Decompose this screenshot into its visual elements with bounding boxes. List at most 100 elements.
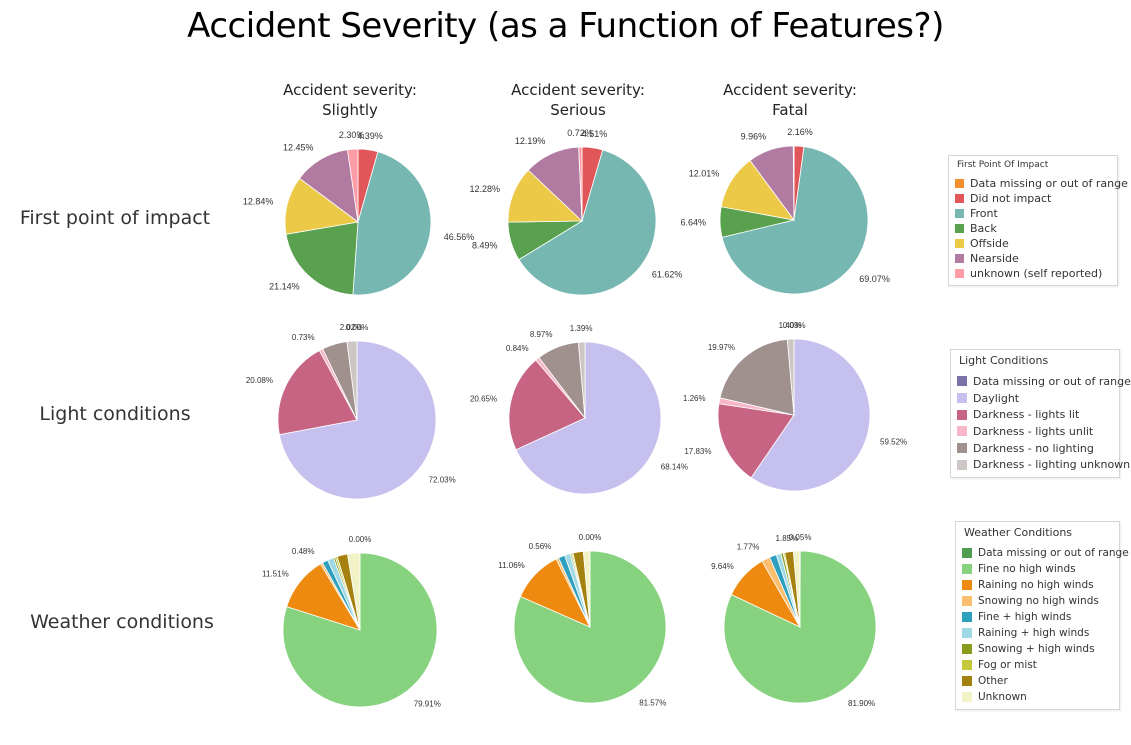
- pie-data-label: 20.65%: [470, 395, 497, 404]
- legend-item: Darkness - lights unlit: [957, 423, 1113, 440]
- legend-title: First Point Of Impact: [949, 156, 1117, 174]
- legend-item: Back: [955, 221, 1111, 236]
- legend-label: Data missing or out of range: [973, 375, 1131, 388]
- pie-data-label: 12.28%: [469, 184, 500, 194]
- pie-data-label: 11.51%: [262, 570, 289, 579]
- legend-item: Daylight: [957, 390, 1113, 407]
- legend-item: Raining + high winds: [962, 625, 1113, 641]
- legend-swatch: [962, 548, 972, 558]
- pie-data-label: 81.57%: [639, 698, 666, 707]
- legend-label: Back: [970, 222, 997, 235]
- legend-swatch: [955, 269, 964, 278]
- legend-swatch: [962, 644, 972, 654]
- pie-data-label: 21.14%: [269, 282, 300, 292]
- legend-label: Did not impact: [970, 192, 1051, 205]
- column-header-line1: Accident severity:: [690, 80, 890, 100]
- legend-label: Data missing or out of range: [970, 177, 1128, 190]
- legend-item: Snowing + high winds: [962, 641, 1113, 657]
- legend-swatch: [955, 179, 964, 188]
- legend-swatch: [962, 660, 972, 670]
- legend-label: Darkness - lights unlit: [973, 425, 1093, 438]
- legend-item: Did not impact: [955, 191, 1111, 206]
- legend-swatch: [962, 564, 972, 574]
- legend-swatch: [962, 580, 972, 590]
- legend-item: unknown (self reported): [955, 266, 1111, 281]
- pie-data-label: 72.03%: [429, 475, 456, 484]
- legend-item: Darkness - no lighting: [957, 440, 1113, 457]
- pie-chart: 0.00%72.03%20.08%0.73%2.02%: [227, 305, 487, 535]
- legend-swatch: [955, 209, 964, 218]
- pie-data-label: 0.00%: [349, 535, 372, 544]
- legend-item: Fine + high winds: [962, 609, 1113, 625]
- pie-data-label: 6.64%: [680, 218, 706, 228]
- pie-data-label: 59.52%: [880, 438, 907, 447]
- legend-swatch: [957, 376, 967, 386]
- legend-label: Fine no high winds: [978, 563, 1076, 575]
- pie-data-label: 1.40%: [779, 321, 802, 330]
- legend-label: Offside: [970, 237, 1009, 250]
- row-label-light: Light conditions: [5, 403, 225, 425]
- legend-label: Snowing + high winds: [978, 643, 1095, 655]
- pie-data-label: 0.72%: [567, 128, 593, 138]
- legend-label: Snowing no high winds: [978, 595, 1099, 607]
- legend-label: unknown (self reported): [970, 267, 1102, 280]
- page-title: Accident Severity (as a Function of Feat…: [0, 6, 1131, 46]
- pie-data-label: 0.00%: [579, 533, 602, 542]
- legend-label: Unknown: [978, 691, 1027, 703]
- legend-items: Data missing or out of range Fine no high…: [956, 543, 1119, 709]
- legend-light-conditions: Light Conditions Data missing or out of …: [950, 349, 1120, 478]
- pie-data-label: 20.08%: [246, 376, 273, 385]
- legend-title: Weather Conditions: [956, 522, 1119, 543]
- legend-label: Front: [970, 207, 998, 220]
- pie-data-label: 12.45%: [283, 142, 314, 152]
- pie-data-label: 12.01%: [689, 168, 720, 178]
- legend-item: Unknown: [962, 689, 1113, 705]
- legend-item: Snowing no high winds: [962, 593, 1113, 609]
- legend-swatch: [955, 239, 964, 248]
- pie-data-label: 2.02%: [340, 323, 363, 332]
- pie-data-label: 69.07%: [859, 274, 890, 284]
- pie-data-label: 17.83%: [684, 447, 711, 456]
- legend-swatch: [955, 224, 964, 233]
- pie-data-label: 79.91%: [414, 700, 441, 709]
- legend-label: Darkness - lighting unknown: [973, 458, 1130, 471]
- legend-swatch: [957, 393, 967, 403]
- pie-data-label: 1.85%: [776, 534, 799, 543]
- legend-weather-conditions: Weather Conditions Data missing or out o…: [955, 521, 1120, 710]
- legend-item: Raining no high winds: [962, 577, 1113, 593]
- row-label-weather: Weather conditions: [12, 611, 232, 633]
- legend-label: Darkness - no lighting: [973, 442, 1094, 455]
- pie-data-label: 81.90%: [848, 699, 875, 708]
- column-header-line1: Accident severity:: [478, 80, 678, 100]
- legend-swatch: [955, 194, 964, 203]
- legend-label: Fine + high winds: [978, 611, 1071, 623]
- legend-item: Darkness - lighting unknown: [957, 456, 1113, 473]
- pie-data-label: 8.97%: [530, 330, 553, 339]
- legend-swatch: [957, 460, 967, 470]
- legend-swatch: [957, 410, 967, 420]
- legend-label: Daylight: [973, 392, 1019, 405]
- legend-label: Raining no high winds: [978, 579, 1094, 591]
- legend-swatch: [962, 596, 972, 606]
- legend-item: Data missing or out of range: [962, 545, 1113, 561]
- pie-chart: 0.00%79.91%11.51%0.48%: [230, 515, 490, 745]
- pie-chart: 0.03%59.52%17.83%1.26%19.97%1.40%: [664, 300, 924, 530]
- pie-data-label: 1.39%: [570, 324, 593, 333]
- pie-chart: 0.05%81.90%9.64%1.77%1.85%: [670, 512, 930, 742]
- legend-label: Fog or mist: [978, 659, 1037, 671]
- legend-swatch: [962, 612, 972, 622]
- legend-item: Fog or mist: [962, 657, 1113, 673]
- legend-item: Fine no high winds: [962, 561, 1113, 577]
- legend-item: Nearside: [955, 251, 1111, 266]
- legend-label: Data missing or out of range: [978, 547, 1129, 559]
- legend-first-point-of-impact: First Point Of Impact Data missing or ou…: [948, 155, 1118, 286]
- row-label-impact: First point of impact: [5, 207, 225, 229]
- pie-data-label: 9.64%: [711, 562, 734, 571]
- pie-data-label: 12.19%: [515, 136, 546, 146]
- legend-item: Other: [962, 673, 1113, 689]
- pie-chart: 4.39%46.56%21.14%12.84%12.45%2.30%: [228, 107, 488, 337]
- pie-data-label: 1.77%: [737, 543, 760, 552]
- legend-swatch: [957, 443, 967, 453]
- column-header-line1: Accident severity:: [250, 80, 450, 100]
